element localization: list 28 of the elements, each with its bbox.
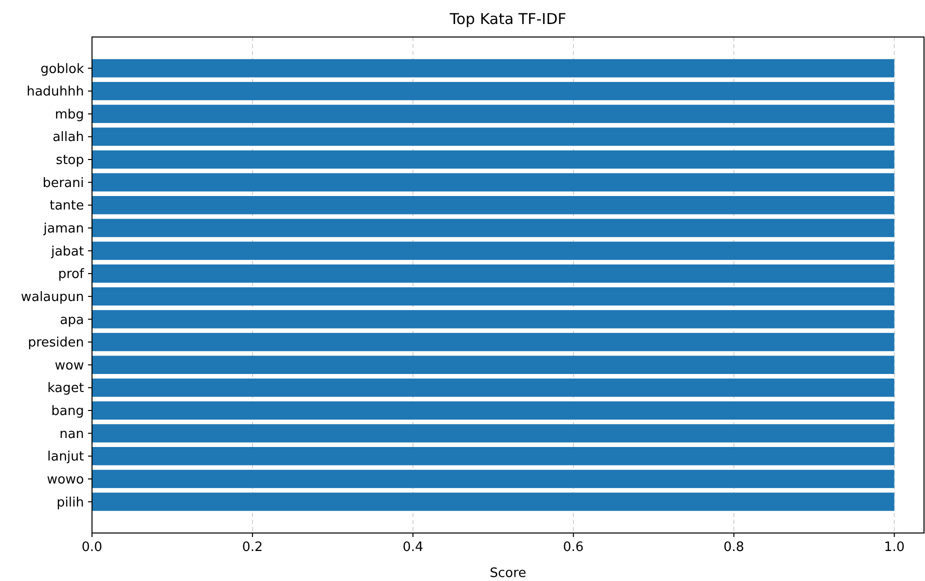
y-tick-label: allah [52,130,84,146]
y-tick-label: pilih [56,495,84,510]
y-tick-label: jaman [42,222,84,237]
y-tick-label: stop [56,153,84,168]
x-tick-label: 1.0 [884,540,905,555]
x-tick-label: 0.2 [242,540,263,555]
y-tick-label: presiden [28,336,84,351]
x-tick-label: 0.8 [724,540,744,555]
y-tick-label: wow [54,358,84,374]
y-tick-label: walaupun [20,290,84,305]
x-tick-label: 0.4 [402,540,424,555]
y-tick-label: prof [58,267,84,282]
y-tick-label: tante [50,198,84,214]
x-tick-label: 0.0 [82,540,102,555]
x-axis-title: Score [490,566,526,581]
y-tick-label: lanjut [47,450,84,465]
y-tick-label: berani [42,176,84,191]
x-tick-label: 0.6 [563,540,584,555]
y-tick-label: jabat [50,244,84,260]
y-tick-label: nan [60,426,84,442]
y-tick-label: kaget [47,381,84,396]
y-tick-label: haduhhh [26,84,84,100]
y-tick-label: apa [60,312,84,328]
y-tick-label: mbg [54,107,84,122]
chart-title: Top Kata TF-IDF [448,10,566,28]
y-tick-label: wowo [46,472,84,488]
y-tick-label: bang [51,404,84,420]
y-tick-label: goblok [40,62,84,77]
